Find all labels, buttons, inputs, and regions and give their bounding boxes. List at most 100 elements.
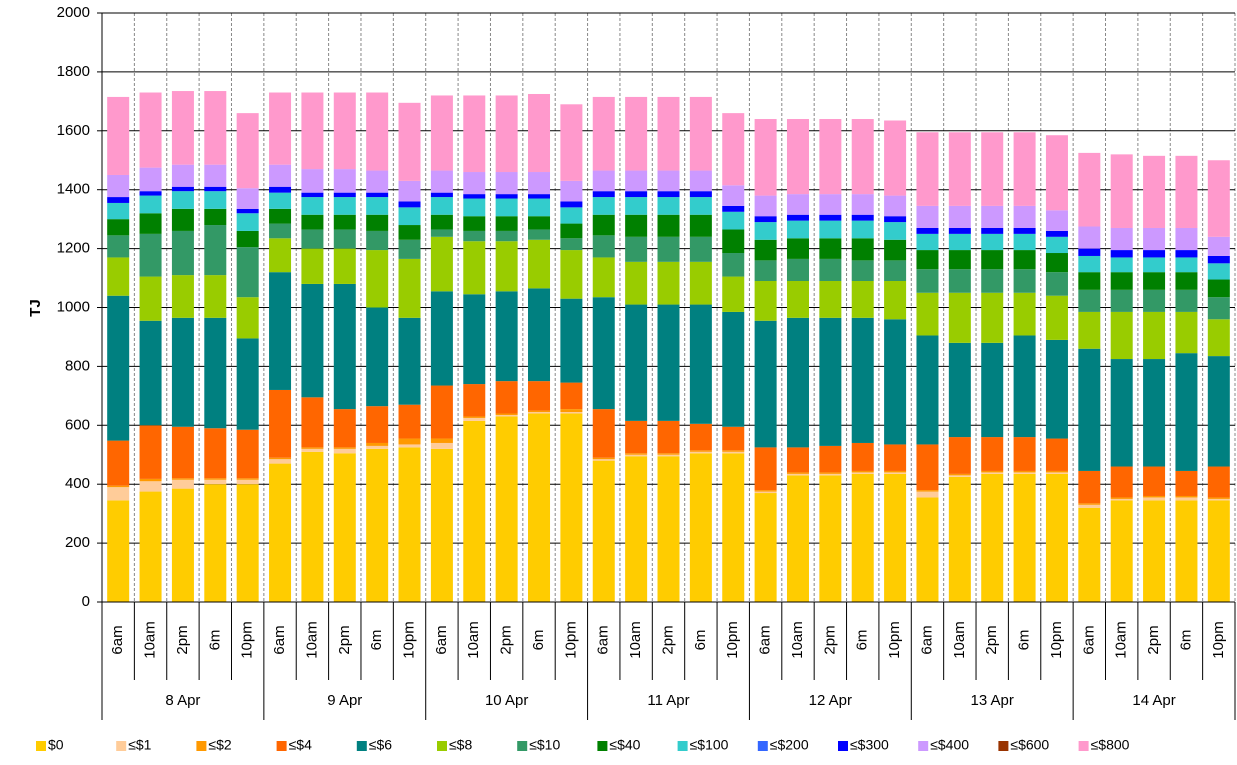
bar-segment xyxy=(851,214,874,221)
group-label: 8 Apr xyxy=(165,692,200,709)
bar-segment xyxy=(333,169,356,193)
bar-segment xyxy=(1175,227,1198,251)
x-tick-label: 6m xyxy=(1177,630,1194,651)
bar-segment xyxy=(495,216,518,231)
bar-segment xyxy=(981,472,1004,474)
bar-segment xyxy=(398,258,421,318)
legend-label: ≤$40 xyxy=(609,737,640,753)
bar-segment xyxy=(236,478,259,480)
bar-segment xyxy=(301,169,324,193)
bar-segment xyxy=(430,229,453,237)
bar-segment xyxy=(592,457,615,460)
legend-label: ≤$800 xyxy=(1091,737,1130,753)
bar-segment xyxy=(1207,263,1230,280)
bar-segment xyxy=(689,236,712,262)
bar-segment xyxy=(1110,497,1133,499)
bar-segment xyxy=(722,451,745,454)
bar-segment xyxy=(236,338,259,430)
bar-segment xyxy=(1078,504,1101,508)
bar-segment xyxy=(1078,248,1101,256)
bar-segment xyxy=(981,250,1004,270)
bar-segment xyxy=(1045,438,1068,471)
bar-segment xyxy=(463,172,486,195)
bar-segment xyxy=(107,257,130,296)
bar-segment xyxy=(236,484,259,602)
x-tick-label: 6m xyxy=(1016,630,1033,651)
bar-segment xyxy=(463,194,486,199)
legend-label: ≤$4 xyxy=(289,737,312,753)
bar-segment xyxy=(1110,272,1133,290)
bar-segment xyxy=(528,410,551,413)
bar-segment xyxy=(657,170,680,192)
bar-segment xyxy=(592,170,615,192)
bar-segment xyxy=(333,409,356,448)
bar-segment xyxy=(1078,507,1101,602)
bar-segment xyxy=(269,463,292,602)
bar-segment xyxy=(657,236,680,262)
bar-segment xyxy=(722,311,745,427)
bar-segment xyxy=(528,288,551,382)
bar-segment xyxy=(560,104,583,181)
bar-segment xyxy=(786,194,809,215)
bar-segment xyxy=(948,269,971,293)
bar-segment xyxy=(171,275,194,318)
bar-segment xyxy=(1175,495,1198,498)
bar-segment xyxy=(1175,155,1198,228)
bar-segment xyxy=(269,238,292,273)
bar-segment xyxy=(851,194,874,215)
bar-segment xyxy=(754,490,777,492)
bar-segment xyxy=(269,92,292,165)
bar-segment xyxy=(981,227,1004,234)
bar-segment xyxy=(366,442,389,446)
bar-segment xyxy=(884,216,907,223)
bar-segment xyxy=(430,197,453,215)
bar-segment xyxy=(1045,272,1068,296)
bar-segment xyxy=(689,214,712,237)
bar-segment xyxy=(851,280,874,318)
bar-segment xyxy=(139,276,162,321)
x-tick-label: 6am xyxy=(1080,625,1097,654)
legend-swatch xyxy=(677,741,688,751)
bar-segment xyxy=(884,222,907,240)
bar-segment xyxy=(851,260,874,281)
x-tick-label: 6am xyxy=(433,625,450,654)
bar-segment xyxy=(333,229,356,249)
bar-segment xyxy=(851,473,874,602)
bar-segment xyxy=(722,426,745,451)
bar-segment xyxy=(884,472,907,474)
legend-label: ≤$200 xyxy=(770,737,809,753)
x-tick-label: 10pm xyxy=(400,621,417,659)
bar-segment xyxy=(625,96,648,171)
bar-segment xyxy=(107,197,130,203)
bar-segment xyxy=(884,470,907,473)
bar-segment xyxy=(1143,311,1166,360)
bar-segment xyxy=(107,487,130,501)
bar-segment xyxy=(657,454,680,457)
bar-segment xyxy=(1078,272,1101,290)
bar-segment xyxy=(1013,205,1036,228)
bar-segment xyxy=(1013,473,1036,602)
bar-segment xyxy=(1207,319,1230,357)
bar-segment xyxy=(269,389,292,458)
bar-segment xyxy=(560,201,583,208)
bar-segment xyxy=(819,220,842,239)
y-tick-label: 200 xyxy=(65,534,90,551)
bar-segment xyxy=(657,304,680,421)
bar-segment xyxy=(1013,269,1036,293)
bar-segment xyxy=(689,261,712,305)
legend-swatch xyxy=(517,741,528,751)
bar-segment xyxy=(884,260,907,281)
x-tick-label: 6am xyxy=(757,625,774,654)
bar-segment xyxy=(722,211,745,230)
x-tick-label: 6am xyxy=(918,625,935,654)
bar-segment xyxy=(560,409,583,413)
bar-segment xyxy=(333,448,356,454)
bar-segment xyxy=(463,384,486,417)
legend-swatch xyxy=(116,741,127,751)
bar-segment xyxy=(560,412,583,414)
legend-label: ≤$8 xyxy=(449,737,472,753)
legend-swatch xyxy=(196,741,207,751)
x-tick-label: 2pm xyxy=(498,625,515,654)
bar-segment xyxy=(171,488,194,602)
bar-segment xyxy=(1175,311,1198,354)
